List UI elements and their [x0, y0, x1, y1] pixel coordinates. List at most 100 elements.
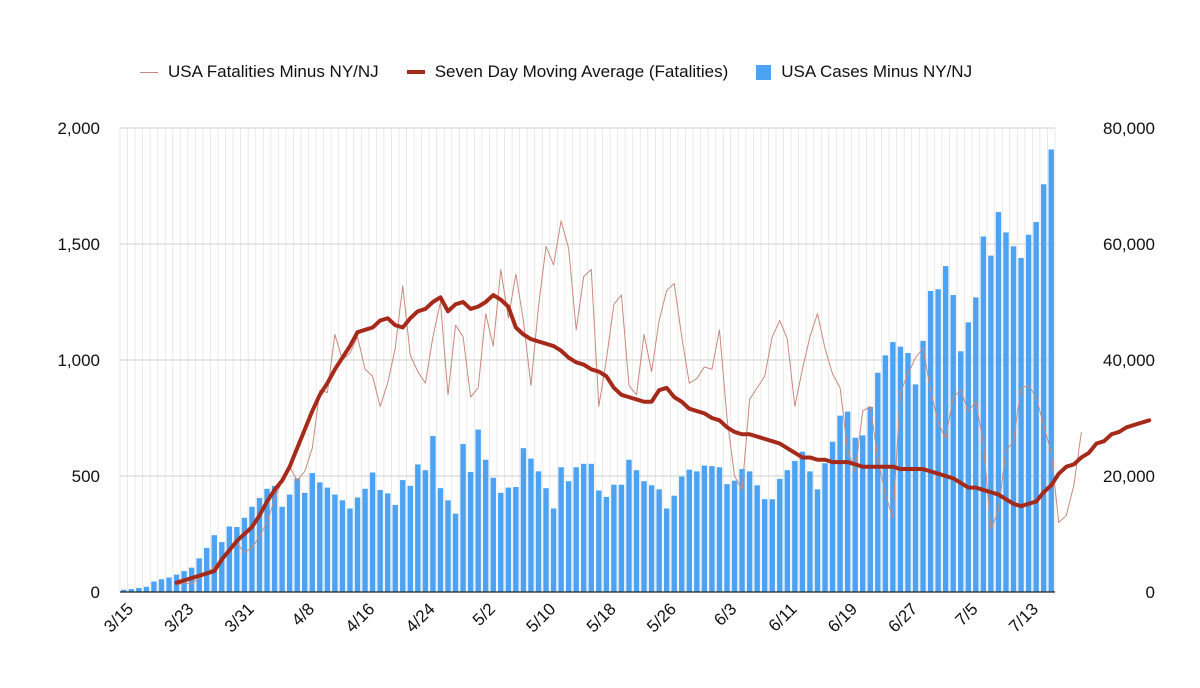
cases-bar [226, 526, 233, 592]
cases-bar [377, 489, 383, 592]
cases-bar [354, 497, 361, 592]
cases-bar [769, 499, 775, 592]
cases-bar [920, 340, 926, 592]
legend-swatch-fatalities [140, 71, 158, 73]
y-left-tick-label: 500 [72, 467, 100, 486]
x-tick-label: 6/11 [765, 599, 801, 635]
cases-bar [422, 470, 429, 592]
cases-bar [565, 481, 572, 592]
cases-bar [151, 581, 157, 592]
x-tick-label: 3/23 [161, 599, 198, 636]
cases-bar [362, 488, 368, 592]
x-tick-label: 7/13 [1005, 599, 1042, 636]
cases-bar [543, 488, 549, 592]
cases-bar [588, 463, 594, 592]
cases-bar [143, 586, 150, 592]
x-tick-label: 5/18 [583, 599, 620, 636]
cases-bar [814, 489, 821, 592]
cases-bar [905, 353, 911, 592]
cases-bar [724, 484, 730, 592]
cases-bar [1033, 221, 1039, 592]
x-tick-label: 6/3 [710, 599, 740, 629]
cases-bar [965, 322, 972, 592]
x-tick-label: 6/19 [824, 599, 861, 636]
cases-bar [852, 437, 858, 592]
cases-bar [1048, 149, 1054, 592]
x-tick-label: 3/15 [100, 599, 137, 636]
cases-bar [799, 451, 806, 592]
cases-bar [950, 295, 956, 592]
cases-bar [347, 508, 353, 592]
cases-bar [482, 459, 489, 592]
cases-bar [882, 355, 889, 592]
fatality-lines [174, 220, 1152, 586]
y-right-tick-label: 80,000 [1103, 119, 1155, 138]
cases-bar [121, 589, 127, 592]
legend-swatch-cases [756, 64, 772, 80]
y-left-tick-label: 2,000 [57, 119, 100, 138]
cases-bar [626, 459, 632, 592]
cases-bar [656, 489, 662, 592]
cases-bar [437, 488, 444, 592]
cases-bar [136, 587, 142, 592]
cases-bar [241, 517, 248, 592]
cases-bar [445, 500, 451, 592]
x-tick-label: 4/16 [342, 599, 379, 636]
cases-bar [475, 429, 481, 592]
cases-bar [1018, 257, 1024, 592]
cases-bar [384, 493, 391, 592]
legend-label-moving-average: Seven Day Moving Average (Fatalities) [434, 62, 729, 81]
cases-bar [520, 448, 527, 592]
cases-bar [528, 458, 534, 592]
x-tick-label: 5/26 [643, 599, 680, 636]
cases-bar [166, 577, 172, 592]
y-right-tick-label: 20,000 [1103, 467, 1155, 486]
cases-bar [158, 579, 165, 592]
cases-bar [671, 495, 677, 592]
cases-bar [324, 487, 331, 592]
cases-bar [302, 492, 308, 592]
cases-bar [980, 236, 987, 592]
cases-bar [988, 255, 994, 592]
x-tick-label: 4/8 [288, 599, 318, 629]
cases-bar [807, 471, 813, 592]
cases-bar [784, 470, 791, 592]
cases-bar [694, 471, 700, 592]
cases-bar [452, 513, 459, 592]
cases-bar [309, 473, 315, 592]
cases-bar [844, 411, 851, 592]
cases-bar [1003, 232, 1009, 592]
cases-bar [400, 480, 406, 592]
y-left-tick-label: 0 [91, 583, 100, 602]
legend-item-moving-average: Seven Day Moving Average (Fatalities) [406, 62, 729, 82]
cases-bar [777, 478, 783, 592]
cases-bar [264, 488, 270, 592]
y-right-tick-label: 60,000 [1103, 235, 1155, 254]
cases-bar [912, 384, 919, 592]
legend-label-fatalities: USA Fatalities Minus NY/NJ [168, 62, 379, 81]
moving-average-line [174, 293, 1152, 585]
cases-bar [332, 494, 338, 592]
cases-bar [648, 485, 655, 592]
chart-legend: USA Fatalities Minus NY/NJ Seven Day Mov… [140, 62, 1000, 82]
cases-bar [709, 466, 715, 592]
cases-bar [498, 492, 504, 592]
cases-bar [935, 289, 941, 592]
cases-bar [256, 498, 263, 592]
cases-bar [339, 500, 346, 592]
cases-bar [663, 508, 670, 592]
cases-bar [558, 467, 564, 592]
cases-bar [596, 490, 602, 592]
cases-bar [392, 505, 398, 592]
y-left-tick-label: 1,500 [57, 235, 100, 254]
x-tick-label: 7/5 [952, 599, 982, 629]
cases-bar [211, 535, 217, 592]
cases-bar [535, 471, 542, 592]
cases-bar [686, 469, 693, 592]
legend-label-cases: USA Cases Minus NY/NJ [781, 62, 973, 81]
cases-bar [490, 477, 496, 592]
x-tick-label: 3/31 [221, 599, 258, 636]
cases-bar [611, 484, 617, 592]
cases-bars [121, 149, 1054, 592]
cases-bar [581, 463, 587, 592]
